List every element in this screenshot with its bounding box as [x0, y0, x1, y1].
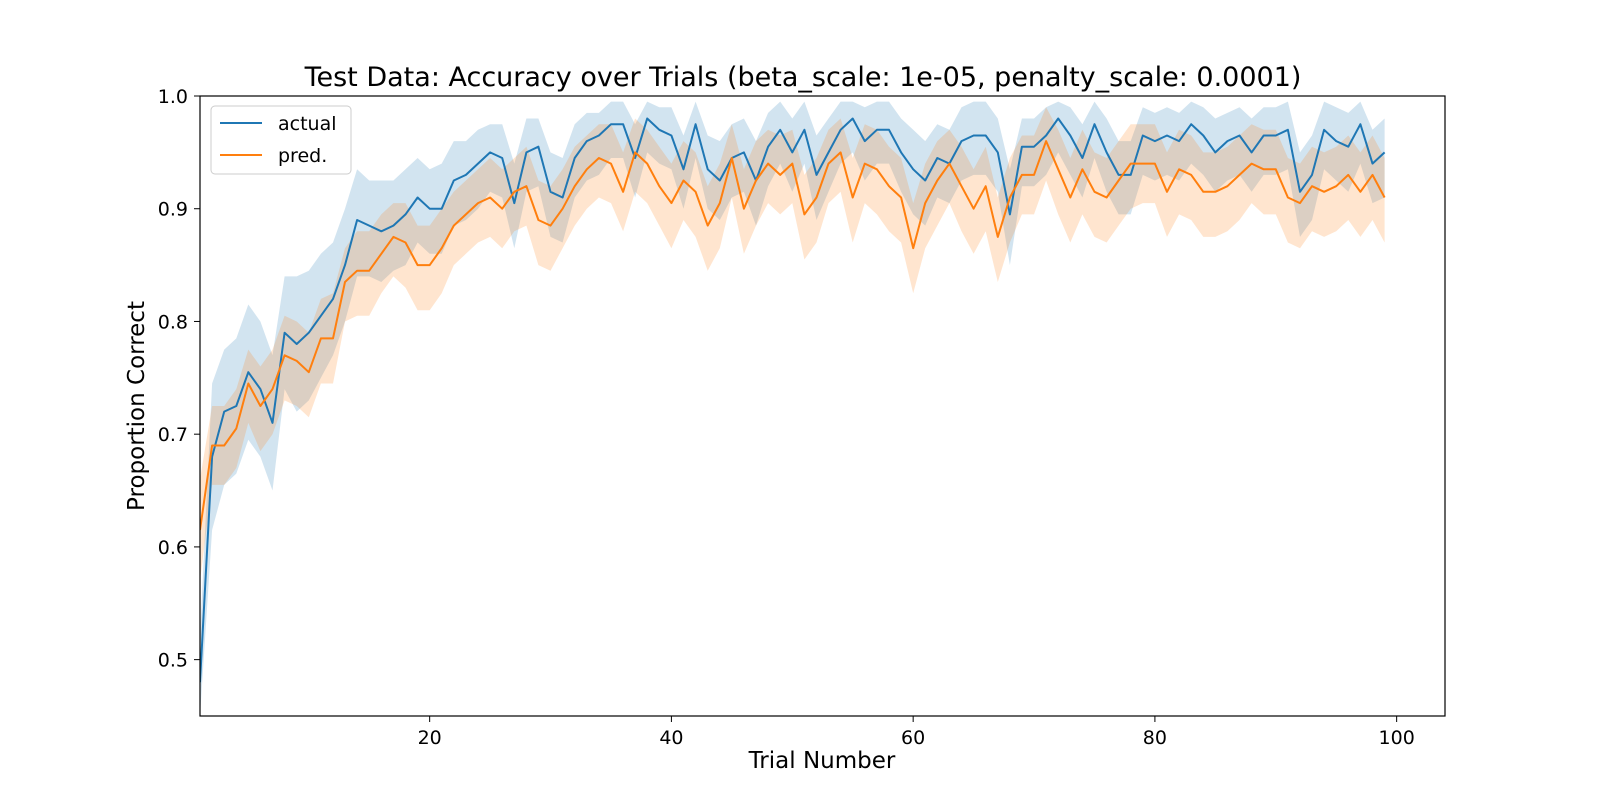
y-tick-label: 0.6 — [158, 537, 188, 559]
x-tick-label: 20 — [418, 727, 442, 749]
confidence-band-pred — [200, 107, 1385, 581]
series-line-actual — [200, 117, 1386, 683]
confidence-band-actual — [200, 101, 1385, 716]
chart-title: Test Data: Accuracy over Trials (beta_sc… — [304, 62, 1302, 93]
y-tick-label: 0.8 — [158, 311, 188, 333]
series-line-pred — [200, 140, 1386, 531]
y-axis: 0.5 0.6 0.7 0.8 0.9 1.0 — [158, 86, 200, 672]
legend: actual pred. — [210, 105, 352, 175]
plot-frame — [199, 95, 1446, 717]
plot-series-group — [200, 101, 1386, 716]
x-tick-label: 60 — [901, 727, 925, 749]
y-tick-label: 0.5 — [158, 650, 188, 672]
legend-label-pred: pred. — [278, 145, 327, 167]
y-axis-label: Proportion Correct — [124, 301, 150, 511]
y-tick-label: 1.0 — [158, 86, 188, 108]
x-axis: 20 40 60 80 100 — [418, 716, 1415, 749]
plot-area — [200, 101, 1386, 716]
y-tick-label: 0.9 — [158, 199, 188, 221]
x-tick-label: 100 — [1379, 727, 1415, 749]
y-tick-label: 0.7 — [158, 424, 188, 446]
x-tick-label: 80 — [1143, 727, 1167, 749]
legend-label-actual: actual — [278, 113, 337, 135]
x-tick-label: 40 — [659, 727, 683, 749]
x-axis-label: Trial Number — [748, 748, 896, 774]
